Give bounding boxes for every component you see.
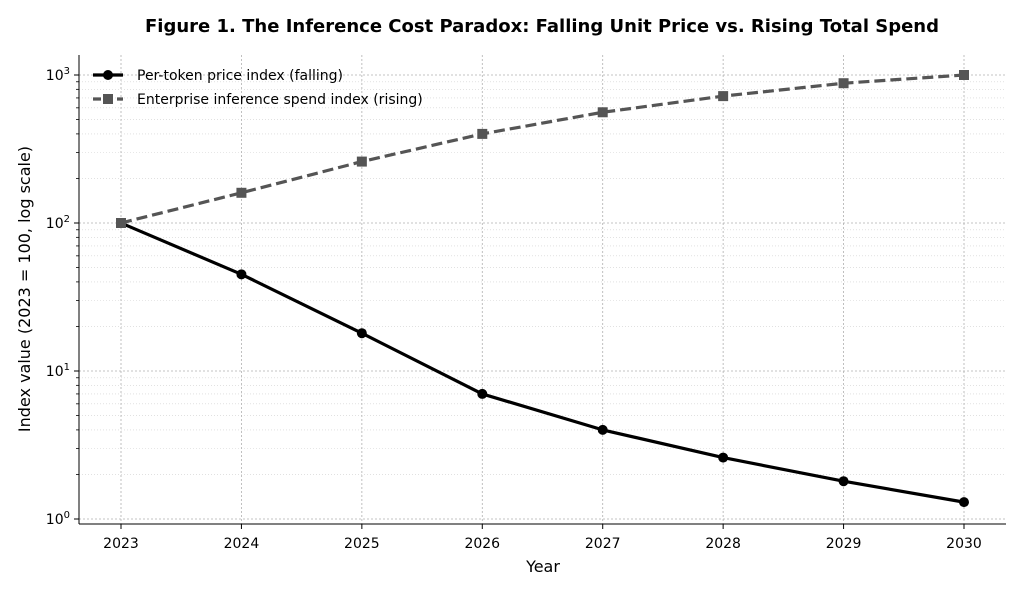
data-point bbox=[236, 269, 247, 280]
x-tick-label: 2023 bbox=[103, 536, 139, 552]
data-point bbox=[718, 91, 729, 102]
x-tick-label: 2029 bbox=[826, 536, 862, 552]
data-point bbox=[356, 328, 367, 339]
x-tick-label: 2024 bbox=[224, 536, 260, 552]
data-point bbox=[959, 70, 969, 80]
legend-marker bbox=[103, 94, 113, 104]
legend-label: Per-token price index (falling) bbox=[137, 68, 343, 84]
x-tick-label: 2026 bbox=[464, 536, 500, 552]
x-tick-label: 2028 bbox=[705, 536, 741, 552]
y-tick-label: 103 bbox=[46, 66, 70, 84]
axes: 2023 2024 2025 2026 2027 2028 2029 2030 100 101 10… bbox=[46, 55, 1006, 552]
series-1 bbox=[116, 218, 969, 508]
legend-marker bbox=[103, 70, 113, 80]
legend-item: Per-token price index (falling) bbox=[93, 68, 343, 84]
series-line bbox=[120, 221, 965, 504]
data-point bbox=[959, 497, 969, 508]
grid bbox=[79, 55, 1006, 524]
series-layer bbox=[116, 70, 969, 508]
y-tick-label: 100 bbox=[46, 510, 70, 528]
series-line bbox=[120, 73, 965, 225]
data-point bbox=[477, 388, 488, 399]
y-tick-label: 101 bbox=[46, 362, 70, 380]
data-point bbox=[838, 78, 849, 89]
data-point bbox=[597, 107, 608, 118]
legend-item: Enterprise inference spend index (rising… bbox=[93, 92, 423, 108]
y-tick-label: 102 bbox=[46, 214, 70, 232]
data-point bbox=[477, 128, 488, 139]
legend-label: Enterprise inference spend index (rising… bbox=[137, 92, 423, 108]
chart-title: Figure 1. The Inference Cost Paradox: Fa… bbox=[145, 16, 939, 37]
x-axis-label: Year bbox=[525, 557, 560, 576]
y-axis-label: Index value (2023 = 100, log scale) bbox=[15, 146, 34, 432]
data-point bbox=[236, 187, 247, 198]
series-2 bbox=[116, 70, 969, 228]
data-point bbox=[838, 476, 849, 487]
x-tick-label: 2030 bbox=[946, 536, 982, 552]
legend: Per-token price index (falling) Enterpris… bbox=[93, 68, 423, 108]
data-point bbox=[597, 424, 608, 435]
x-tick-label: 2025 bbox=[344, 536, 380, 552]
data-point bbox=[356, 156, 367, 167]
data-point bbox=[116, 218, 126, 228]
x-tick-label: 2027 bbox=[585, 536, 621, 552]
data-point bbox=[718, 452, 729, 463]
